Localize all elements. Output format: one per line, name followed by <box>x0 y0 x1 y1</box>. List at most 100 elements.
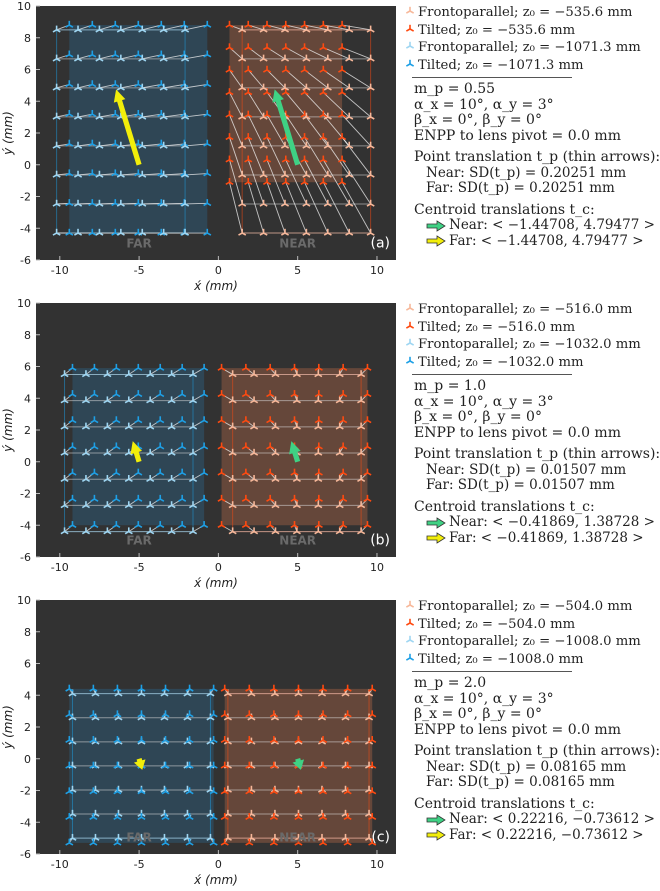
far-tilted-marker <box>178 442 187 450</box>
near-fronto-marker <box>345 112 354 120</box>
near-tilted-marker <box>220 710 229 718</box>
near-fronto-marker <box>280 199 290 207</box>
near-fronto-marker <box>314 422 323 430</box>
far-fronto-marker <box>181 141 190 149</box>
far-tilted-marker <box>89 736 98 744</box>
far-tilted-marker <box>112 494 121 502</box>
near-fronto-marker <box>345 54 354 62</box>
near-tilted-marker <box>244 155 253 163</box>
far-tilted-marker <box>112 521 121 529</box>
far-fronto-marker <box>159 199 168 207</box>
far-tilted-marker <box>111 139 120 147</box>
y-tick-label: 6 <box>24 64 31 77</box>
near-tilted-marker <box>319 178 328 186</box>
near-tilted-marker <box>363 468 372 476</box>
point-translation-arrow <box>285 182 307 234</box>
y-tick-label: -4 <box>20 222 31 235</box>
near-fronto-marker <box>323 228 332 236</box>
far-fronto-marker <box>188 448 198 456</box>
far-tilted-marker <box>65 710 74 718</box>
near-region-label: NEAR <box>279 533 316 547</box>
near-tilted-marker <box>294 787 303 795</box>
near-fronto-marker <box>259 170 268 178</box>
legend-entry-near-tilted: Tilted; z₀ = −535.6 mm <box>404 22 658 40</box>
point-translation-arrow <box>229 69 243 89</box>
legend-z: z₀ = −535.6 mm <box>465 22 576 38</box>
near-tilted-marker <box>290 521 299 529</box>
near-fronto-marker <box>228 370 237 378</box>
y-axis-label: ý (mm) <box>1 111 15 156</box>
legend-marker <box>405 338 415 346</box>
near-fronto-marker <box>259 83 268 91</box>
y-tick-label: 8 <box>24 626 31 639</box>
tri-marker-icon <box>404 633 418 651</box>
near-sd: Near: SD(t_p) = 0.01507 mm <box>426 461 627 478</box>
far-fronto-marker <box>60 501 69 509</box>
near-tilted-marker <box>241 416 250 424</box>
legend-marker <box>405 24 415 32</box>
pupil-magnification: m_p = 0.55 <box>414 81 496 97</box>
far-fronto-marker <box>73 112 83 120</box>
legend-label: Frontoparallel; <box>418 5 519 20</box>
near-tilted-marker <box>241 363 250 371</box>
plot-area: -10 -5 0 5 10 -6 -4 -2 0 2 4 6 8 10 x́ (mm) ý (mm) FAR NE… <box>1 594 396 887</box>
far-fronto-marker <box>81 396 91 404</box>
near-centroid-arrow <box>272 89 301 166</box>
near-tilted-marker <box>314 442 323 450</box>
far-tilted-marker <box>90 468 99 476</box>
far-fronto-marker <box>95 199 104 207</box>
far-tilted-marker <box>111 20 120 28</box>
point-translation-arrow <box>184 24 208 31</box>
far-fronto-marker <box>188 527 198 535</box>
panel-b: -10 -5 0 5 10 -6 -4 -2 0 2 4 6 8 10 x́ (mm) ý (mm) FAR NE… <box>0 297 660 594</box>
far-tilted-marker <box>89 710 98 718</box>
near-fronto-marker <box>335 501 344 509</box>
far-fronto-marker <box>167 501 176 509</box>
near-tilted-marker <box>220 761 229 769</box>
far-fronto-marker <box>124 475 133 483</box>
far-tilted-marker <box>185 813 194 821</box>
near-tilted-marker <box>225 88 234 96</box>
far-fronto-marker <box>181 228 190 236</box>
point-translation-arrow <box>142 113 162 118</box>
near-tilted-marker <box>319 110 328 118</box>
point-translation-arrow <box>341 92 371 118</box>
near-fronto-marker <box>323 54 332 62</box>
far-grid <box>52 20 212 236</box>
far-fronto-marker <box>103 422 112 430</box>
near-fronto-marker <box>345 83 354 91</box>
near-tilted-marker <box>290 390 299 398</box>
far-fronto-marker <box>95 54 104 62</box>
far-tilted-marker <box>89 813 98 821</box>
far-tilted-marker <box>89 838 98 846</box>
point-translation-arrow <box>342 24 371 31</box>
y-tick-label: 10 <box>17 297 31 310</box>
near-fronto-marker <box>238 228 247 236</box>
far-tilted-marker <box>68 442 77 450</box>
plot-area: -10 -5 0 5 10 -6 -4 -2 0 2 4 6 8 10 x́ (mm) ý (mm) FAR NE… <box>1 297 396 590</box>
far-fronto-marker <box>138 112 147 120</box>
far-tilted-marker <box>134 80 143 88</box>
point-translation-arrow <box>185 143 208 147</box>
legend-entry-far-fronto: Frontoparallel; z₀ = −1008.0 mm <box>404 633 658 651</box>
far-fronto-marker <box>73 170 83 178</box>
far-grid <box>60 363 209 535</box>
y-tick-label: 2 <box>24 424 31 437</box>
point-translation-arrow <box>304 182 329 234</box>
point-translation-arrow <box>247 114 264 147</box>
near-fronto-marker <box>259 141 268 149</box>
near-fronto-marker <box>366 54 375 62</box>
near-tilted-marker <box>220 684 229 692</box>
near-tilted-marker <box>262 133 272 141</box>
far-tilted-marker <box>161 710 170 718</box>
near-fronto-marker <box>314 501 323 509</box>
far-tilted-marker <box>88 109 97 117</box>
near-tilted-marker <box>319 155 328 163</box>
near-tilted-marker <box>338 43 347 51</box>
near-tilted-marker <box>241 442 250 450</box>
legend-z: z₀ = −1032.0 mm <box>465 354 584 370</box>
near-centroid-arrow <box>289 441 301 463</box>
y-tick-label: 6 <box>24 658 31 671</box>
legend-label: Frontoparallel; <box>418 634 519 649</box>
near-fronto-marker <box>294 833 303 841</box>
